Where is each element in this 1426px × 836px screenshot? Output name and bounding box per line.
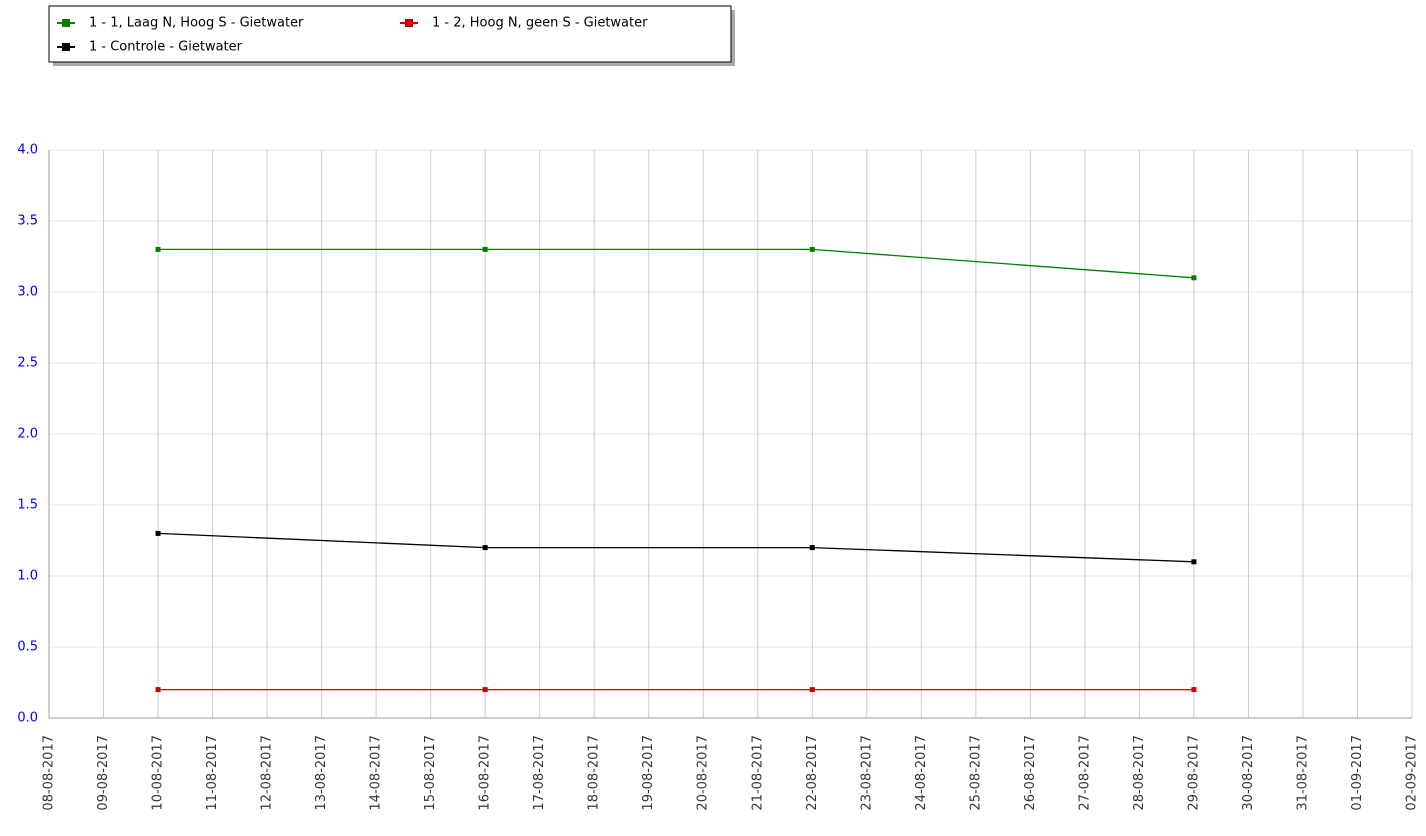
x-tick-label: 24-08-2017 (914, 735, 929, 811)
y-tick-label: 1.5 (17, 498, 38, 513)
point (809, 246, 815, 252)
x-tick-label: 18-08-2017 (587, 735, 602, 811)
y-tick-label: 2.5 (17, 356, 38, 371)
series-line (158, 532, 1194, 563)
y-tick-label: 3.0 (17, 285, 38, 300)
x-tick-label: 10-08-2017 (151, 735, 166, 811)
x-tick-label: 16-08-2017 (478, 735, 493, 811)
legend (48, 5, 732, 63)
point (809, 687, 815, 693)
x-tick-label: 02-09-2017 (1405, 735, 1420, 811)
y-tick-label: 2.0 (17, 427, 38, 442)
point (1191, 559, 1197, 565)
point (482, 246, 488, 252)
point (482, 545, 488, 551)
y-tick-label: 1.0 (17, 569, 38, 584)
y-tick-label: 0.0 (17, 711, 38, 726)
legend-marker (62, 19, 70, 27)
point (482, 687, 488, 693)
point (155, 530, 161, 536)
legend-marker (62, 43, 70, 51)
point (1191, 275, 1197, 281)
x-tick-label: 12-08-2017 (260, 735, 275, 811)
x-tick-label: 08-08-2017 (42, 735, 57, 811)
y-tick-label: 4.0 (17, 143, 38, 158)
x-tick-label: 19-08-2017 (641, 735, 656, 811)
legend-label: 1 - 1, Laag N, Hoog S - Gietwater (89, 16, 304, 31)
x-tick-label: 27-08-2017 (1077, 735, 1092, 811)
x-tick-label: 28-08-2017 (1132, 735, 1147, 811)
point (155, 687, 161, 693)
legend-entries: 1 - 1, Laag N, Hoog S - Gietwater 1 - 2,… (89, 16, 648, 55)
x-tick-label: 25-08-2017 (968, 735, 983, 811)
x-tick-label: 23-08-2017 (859, 735, 874, 811)
point (1191, 687, 1197, 693)
point (155, 246, 161, 252)
x-tick-label: 17-08-2017 (532, 735, 547, 811)
x-tick-label: 09-08-2017 (96, 735, 111, 811)
x-tick-label: 11-08-2017 (205, 735, 220, 811)
legend-label: 1 - 2, Hoog N, geen S - Gietwater (432, 16, 648, 31)
x-tick-label: 22-08-2017 (805, 735, 820, 811)
x-tick-label: 01-09-2017 (1350, 735, 1365, 811)
x-tick-label: 29-08-2017 (1186, 735, 1201, 811)
y-tick-label: 0.5 (17, 640, 38, 655)
x-tick-label: 13-08-2017 (314, 735, 329, 811)
x-tick-label: 21-08-2017 (750, 735, 765, 811)
x-tick-label: 20-08-2017 (696, 735, 711, 811)
x-tick-label: 26-08-2017 (1023, 735, 1038, 811)
x-tick-label: 15-08-2017 (423, 735, 438, 811)
x-tick-label: 30-08-2017 (1241, 735, 1256, 811)
point (809, 545, 815, 551)
y-tick-label: 3.5 (17, 214, 38, 229)
x-tick-label: 14-08-2017 (369, 735, 384, 811)
legend-marker (405, 19, 413, 27)
x-tick-label: 31-08-2017 (1295, 735, 1310, 811)
legend-label: 1 - Controle - Gietwater (89, 40, 243, 55)
series-line (158, 248, 1194, 279)
